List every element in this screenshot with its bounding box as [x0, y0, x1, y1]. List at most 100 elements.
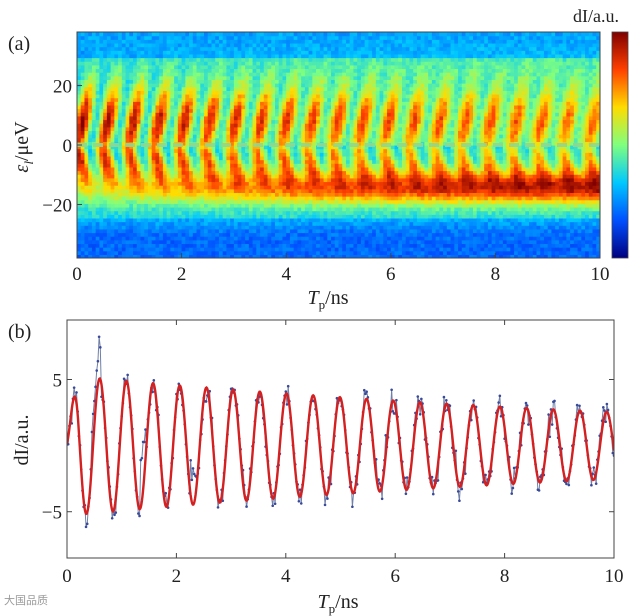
- heatmap-cell: [286, 210, 291, 215]
- heatmap-cell: [222, 181, 228, 186]
- heatmap-cell: [375, 163, 381, 168]
- heatmap-cell: [166, 46, 171, 51]
- heatmap-cell: [312, 177, 317, 183]
- heatmap-cell: [177, 123, 183, 128]
- heatmap-cell: [77, 97, 82, 102]
- heatmap-cell: [278, 108, 284, 113]
- heatmap-cell: [189, 145, 194, 150]
- heatmap-cell: [375, 247, 381, 252]
- heatmap-cell: [222, 119, 228, 124]
- heatmap-cell: [177, 206, 183, 212]
- heatmap-cell: [129, 170, 134, 175]
- heatmap-cell: [338, 42, 343, 48]
- heatmap-cell: [342, 101, 347, 106]
- heatmap-cell: [215, 68, 220, 73]
- heatmap-cell: [144, 159, 149, 164]
- heatmap-cell: [118, 93, 123, 99]
- heatmap-cell: [103, 101, 108, 106]
- heatmap-cell: [372, 32, 377, 37]
- heatmap-cell: [91, 177, 97, 183]
- heatmap-cell: [293, 112, 299, 117]
- heatmap-cell: [237, 137, 242, 142]
- heatmap-cell: [207, 42, 213, 48]
- heatmap-cell: [110, 39, 115, 44]
- heatmap-cell: [286, 170, 291, 175]
- heatmap-cell: [121, 137, 127, 142]
- heatmap-cell: [114, 155, 119, 161]
- heatmap-cell: [263, 214, 269, 219]
- heatmap-cell: [319, 112, 325, 117]
- heatmap-cell: [174, 79, 179, 84]
- heatmap-cell: [181, 104, 186, 110]
- heatmap-cell: [155, 93, 160, 99]
- heatmap-cell: [331, 104, 336, 110]
- heatmap-cell: [297, 126, 302, 132]
- heatmap-cell: [308, 243, 313, 248]
- heatmap-cell: [129, 39, 134, 44]
- heatmap-cell: [125, 148, 130, 153]
- heatmap-cell: [204, 188, 209, 193]
- heatmap-cell: [364, 199, 369, 204]
- heatmap-cell: [147, 181, 153, 186]
- heatmap-cell: [372, 217, 377, 223]
- heatmap-cell: [286, 163, 291, 168]
- heatmap-cell: [95, 126, 101, 132]
- heatmap-cell: [140, 250, 145, 255]
- heatmap-cell: [226, 104, 231, 110]
- heatmap-cell: [301, 123, 306, 128]
- heatmap-cell: [103, 108, 108, 113]
- heatmap-cell: [140, 72, 145, 77]
- heatmap-cell: [118, 206, 123, 212]
- heatmap-cell: [114, 170, 119, 175]
- heatmap-cell: [144, 225, 149, 230]
- heatmap-cell: [260, 61, 265, 66]
- heatmap-cell: [181, 57, 186, 62]
- heatmap-cell: [327, 86, 332, 91]
- heatmap-cell: [200, 141, 205, 146]
- heatmap-cell: [207, 196, 213, 201]
- heatmap-cell: [226, 61, 231, 66]
- heatmap-cell: [252, 42, 257, 48]
- heatmap-cell: [271, 236, 276, 241]
- heatmap-cell: [99, 170, 104, 175]
- heatmap-cell: [245, 46, 250, 51]
- heatmap-cell: [162, 79, 168, 84]
- heatmap-cell: [121, 148, 127, 153]
- heatmap-cell: [118, 46, 123, 51]
- heatmap-cell: [338, 137, 343, 142]
- heatmap-cell: [218, 75, 224, 80]
- heatmap-cell: [88, 243, 93, 248]
- heatmap-cell: [106, 35, 112, 40]
- heatmap-cell: [211, 104, 216, 110]
- heatmap-cell: [106, 203, 112, 208]
- heatmap-cell: [185, 50, 190, 55]
- heatmap-cell: [256, 101, 261, 106]
- heatmap-cell: [106, 97, 112, 102]
- heatmap-cell: [271, 68, 276, 73]
- heatmap-cell: [342, 163, 347, 168]
- heatmap-cell: [274, 174, 280, 179]
- heatmap-cell: [151, 210, 157, 215]
- heatmap-cell: [77, 239, 82, 245]
- heatmap-cell: [147, 64, 153, 70]
- heatmap-cell: [114, 68, 119, 73]
- heatmap-cell: [200, 104, 205, 110]
- heatmap-cell: [289, 228, 295, 234]
- heatmap-cell: [147, 137, 153, 142]
- heatmap-cell: [252, 101, 257, 106]
- heatmap-cell: [91, 115, 97, 121]
- heatmap-cell: [323, 177, 328, 183]
- heatmap-cell: [304, 210, 310, 215]
- heatmap-cell: [375, 137, 381, 142]
- heatmap-cell: [99, 46, 104, 51]
- heatmap-cell: [106, 101, 112, 106]
- heatmap-cell: [106, 108, 112, 113]
- heatmap-cell: [327, 46, 332, 51]
- heatmap-cell: [80, 42, 86, 48]
- heatmap-cell: [170, 39, 175, 44]
- heatmap-cell: [155, 108, 160, 113]
- heatmap-cell: [316, 214, 321, 219]
- heatmap-cell: [297, 115, 302, 121]
- heatmap-cell: [147, 42, 153, 48]
- heatmap-cell: [144, 217, 149, 223]
